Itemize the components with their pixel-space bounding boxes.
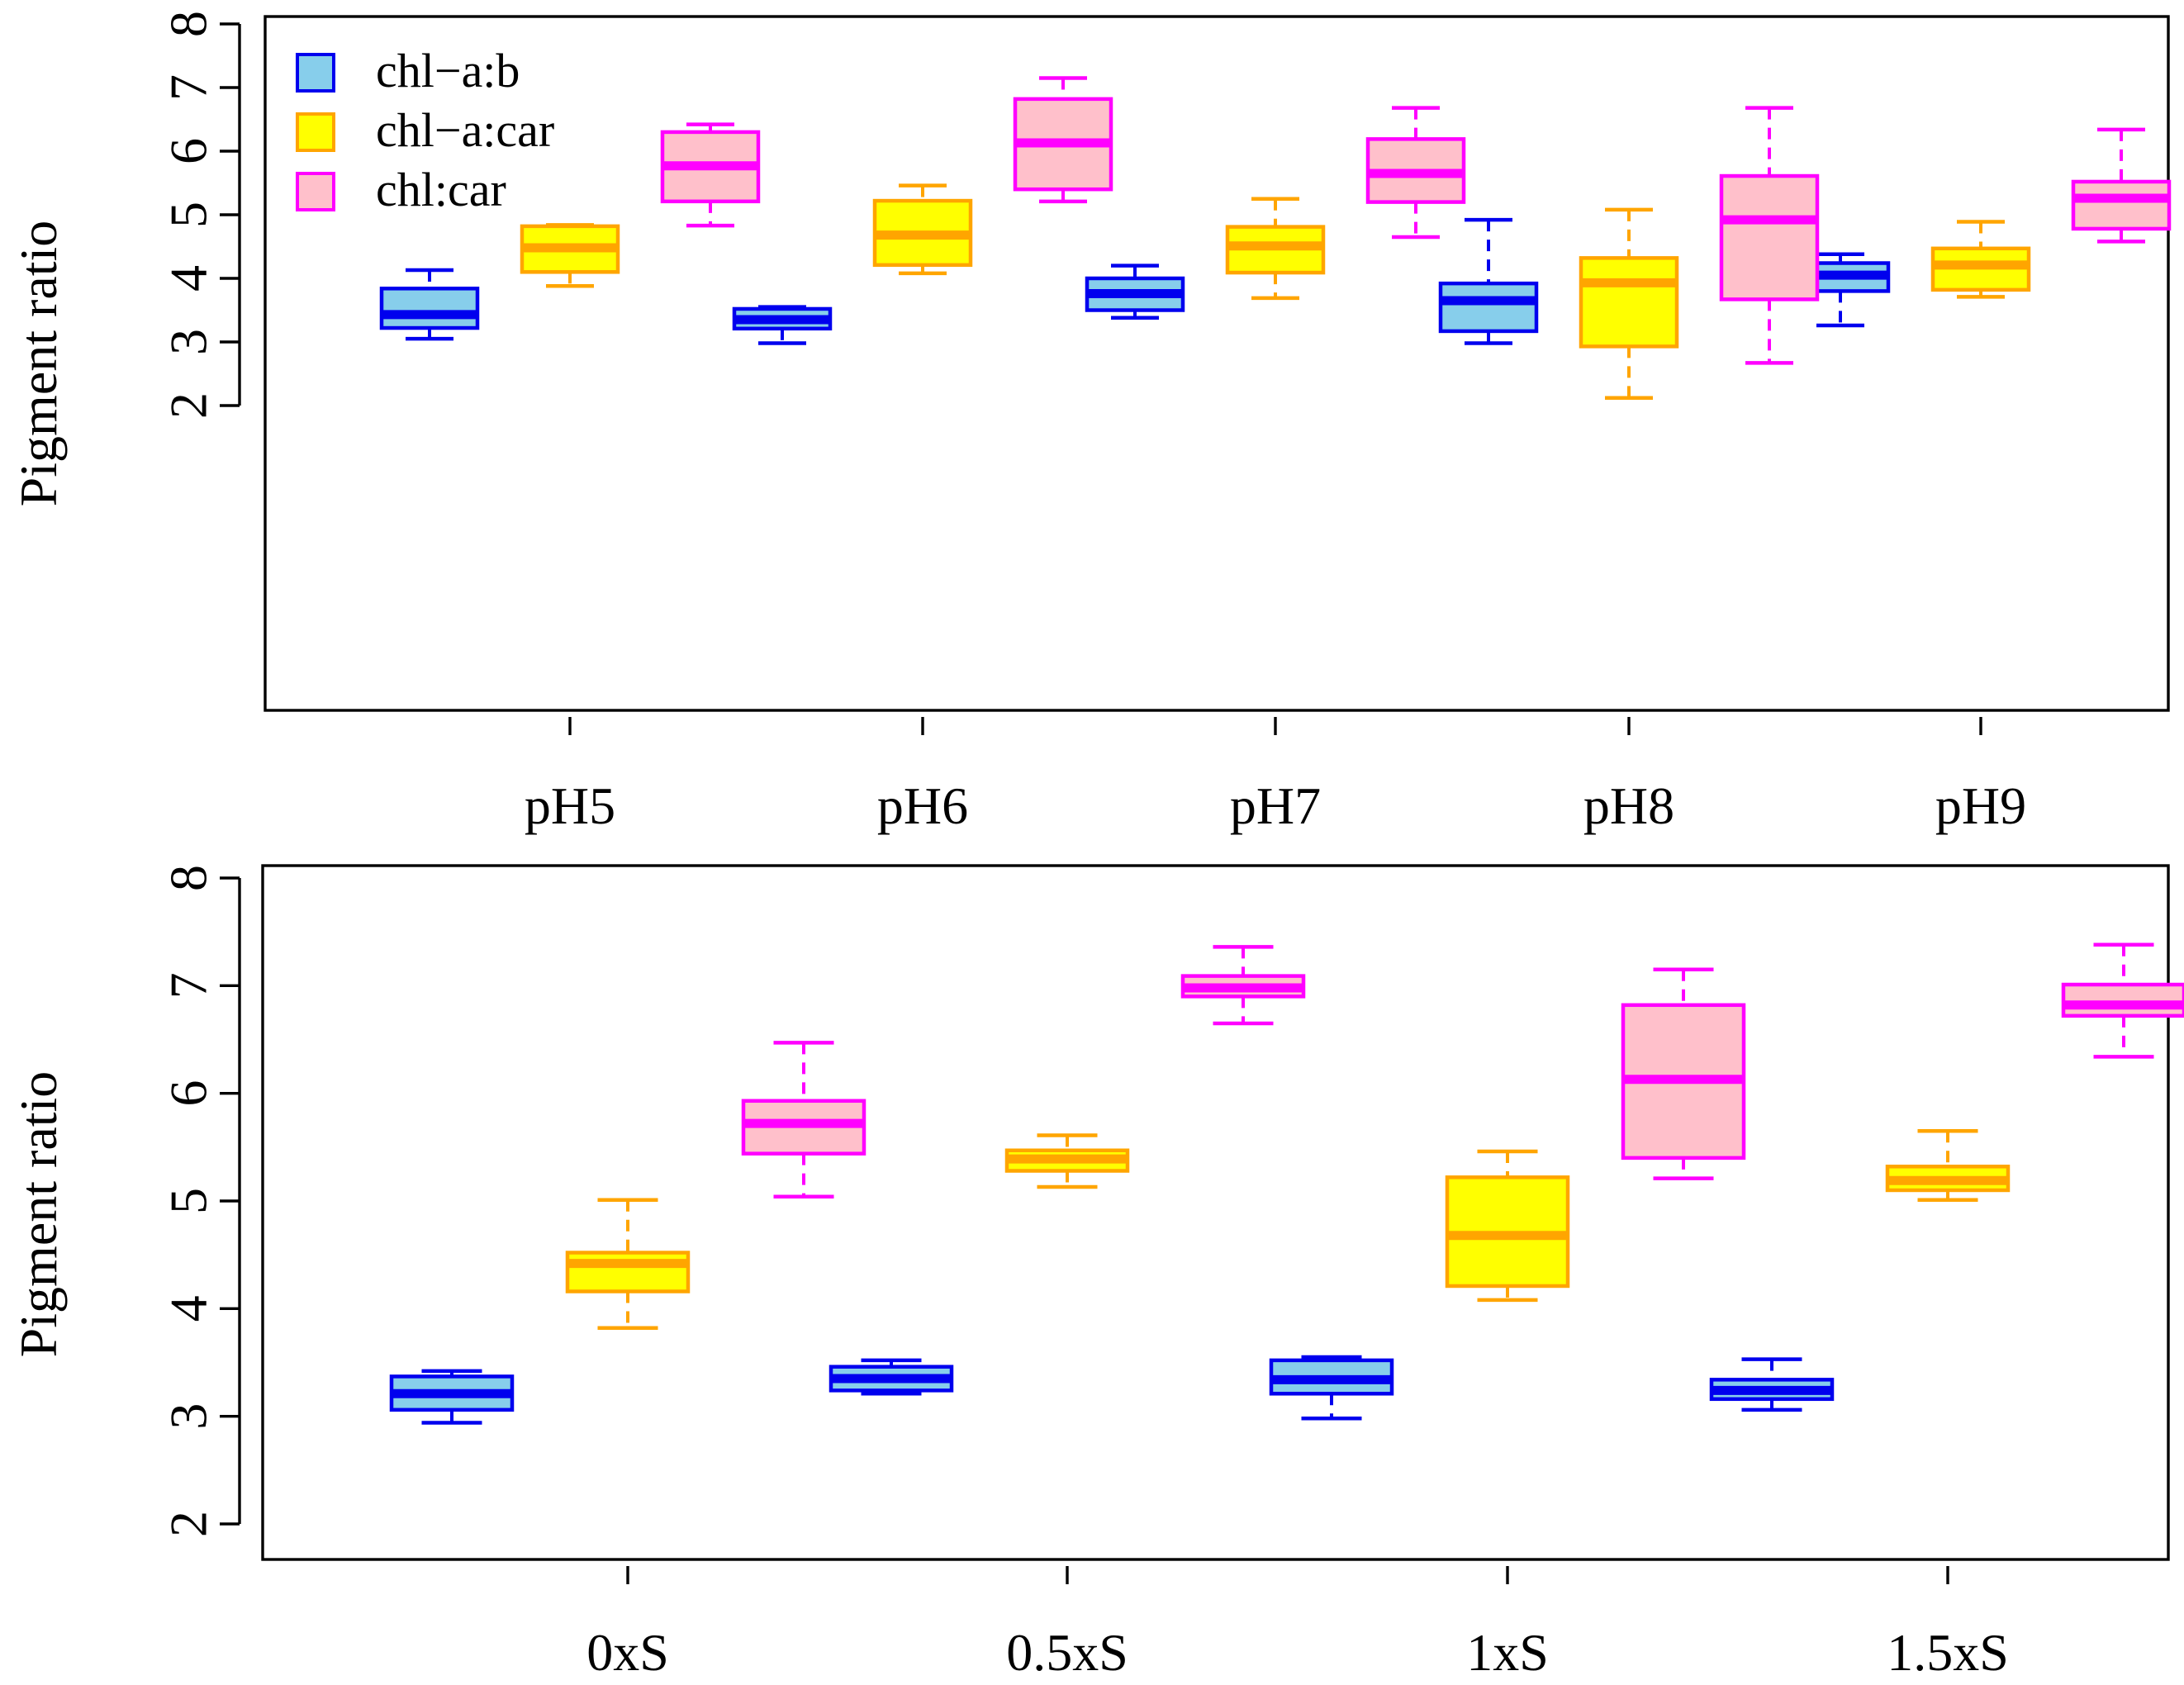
box-chl-car-ph7 — [1365, 106, 1466, 240]
box-chl-a-b-1-5xs — [1709, 1357, 1835, 1412]
box-iqr — [2071, 179, 2172, 231]
box-chl-a-b-1xs — [1269, 1355, 1394, 1421]
box-chl-a-car-ph8 — [1579, 207, 1679, 401]
bottom-boxes — [389, 942, 2184, 1425]
legend-swatch-chl-car — [296, 172, 335, 211]
top-x-label-ph9: pH9 — [1935, 776, 2026, 835]
box-chl-car-1-5xs — [2061, 942, 2184, 1059]
legend-label-chl-a-car: chl−a:car — [376, 103, 554, 157]
top-y-tick-label: 5 — [159, 202, 218, 228]
legend-label-chl-a-b: chl−a:b — [376, 44, 520, 97]
box-chl-car-0-5xs — [1180, 945, 1306, 1026]
box-iqr — [1719, 173, 1820, 301]
bottom-plot-frame — [261, 864, 2170, 1561]
box-chl-car-0xs — [741, 1041, 866, 1199]
bottom-x-label-1-5xs: 1.5xS — [1887, 1623, 2009, 1682]
bottom-y-tick-label: 8 — [159, 865, 218, 891]
box-chl-a-b-0xs — [389, 1369, 515, 1425]
bottom-x-label-0xs: 0xS — [586, 1623, 669, 1682]
box-iqr — [565, 1251, 691, 1293]
box-chl-car-ph9 — [2071, 127, 2172, 244]
box-chl-a-b-ph8 — [1438, 217, 1539, 345]
top-x-label-ph7: pH7 — [1230, 776, 1321, 835]
legend-label-chl-car: chl:car — [376, 163, 506, 216]
top-y-axis-label: Pigment ratio — [9, 221, 68, 507]
box-chl-a-car-0-5xs — [1004, 1133, 1130, 1189]
box-iqr — [379, 287, 480, 330]
bottom-x-label-0-5xs: 0.5xS — [1006, 1623, 1128, 1682]
top-x-label-ph8: pH8 — [1583, 776, 1674, 835]
bottom-y-tick-label: 5 — [159, 1188, 218, 1214]
bottom-y-tick-label: 6 — [159, 1080, 218, 1107]
bottom-y-tick-label: 7 — [159, 972, 218, 999]
top-y-tick-label: 7 — [159, 74, 218, 101]
box-iqr — [1438, 281, 1539, 334]
top-y-tick-label: 6 — [159, 138, 218, 164]
top-x-label-ph6: pH6 — [877, 776, 968, 835]
box-chl-a-car-1-5xs — [1885, 1129, 2011, 1202]
box-chl-a-car-ph6 — [872, 183, 973, 276]
top-x-axis: pH5 pH6 pH7 pH8 pH9 — [525, 717, 2026, 835]
box-chl-a-car-ph9 — [1930, 220, 2031, 299]
legend: chl−a:b chl−a:car chl:car — [296, 44, 554, 216]
bottom-y-axis-label: Pigment ratio — [9, 1071, 68, 1358]
box-chl-a-car-ph5 — [520, 223, 620, 288]
box-chl-a-car-ph7 — [1225, 197, 1326, 301]
top-x-label-ph5: pH5 — [525, 776, 615, 835]
box-chl-a-car-0xs — [565, 1198, 691, 1331]
top-y-tick-label: 2 — [159, 392, 218, 419]
box-chl-a-b-ph5 — [379, 268, 480, 341]
top-y-tick-label: 8 — [159, 11, 218, 37]
bottom-x-axis: 0xS 0.5xS 1xS 1.5xS — [586, 1566, 2009, 1682]
bottom-y-tick-label: 2 — [159, 1511, 218, 1537]
box-chl-car-ph6 — [1013, 76, 1113, 204]
box-chl-a-b-ph6 — [732, 305, 833, 345]
legend-swatch-chl-a-car — [296, 112, 335, 152]
box-chl-a-b-0-5xs — [828, 1358, 954, 1396]
bottom-x-label-1xs: 1xS — [1466, 1623, 1549, 1682]
box-chl-car-ph5 — [660, 122, 761, 228]
bottom-panel: 2 3 4 5 6 7 8 0xS 0.5xS 1xS 1.5xS Pigment ratio — [9, 864, 2184, 1682]
legend-item-chl-a-b: chl−a:b — [296, 44, 520, 97]
box-iqr — [2061, 982, 2184, 1018]
top-panel: 2 3 4 5 6 7 8 pH5 pH6 pH7 pH8 pH9 Pigment ratio ch… — [9, 11, 2172, 835]
legend-swatch-chl-a-b — [296, 53, 335, 93]
bottom-y-tick-label: 4 — [159, 1295, 218, 1322]
box-chl-a-car-1xs — [1445, 1149, 1570, 1303]
top-y-axis: 2 3 4 5 6 7 8 — [159, 11, 241, 419]
box-chl-car-ph8 — [1719, 106, 1820, 365]
box-chl-car-1xs — [1621, 967, 1746, 1180]
top-y-tick-label: 4 — [159, 265, 218, 292]
bottom-y-axis: 2 3 4 5 6 7 8 — [159, 865, 241, 1537]
top-y-tick-label: 3 — [159, 329, 218, 355]
legend-item-chl-car: chl:car — [296, 163, 506, 216]
box-iqr — [1579, 256, 1679, 349]
legend-item-chl-a-car: chl−a:car — [296, 103, 554, 157]
box-chl-a-b-ph7 — [1085, 263, 1185, 320]
top-boxes — [379, 76, 2172, 401]
bottom-y-tick-label: 3 — [159, 1403, 218, 1430]
top-plot-frame — [264, 15, 2170, 712]
